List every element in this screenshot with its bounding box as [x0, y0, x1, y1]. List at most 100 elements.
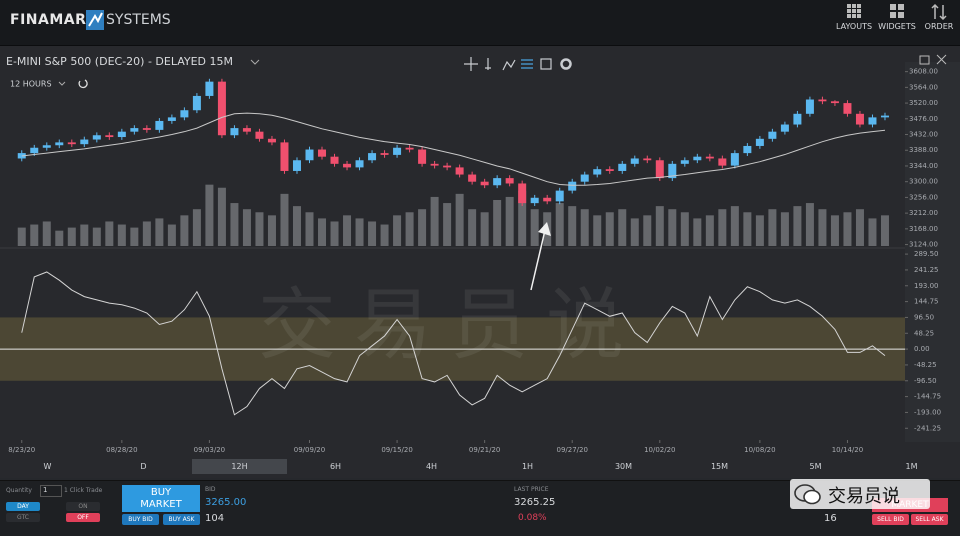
y-tick-label: 3476.00 [909, 115, 938, 123]
oscillator-line [21, 271, 886, 416]
brand: FINAMARK [10, 12, 98, 28]
candle-body [393, 147, 402, 155]
candle-body [318, 149, 327, 157]
menu-widgets[interactable]: WIDGETS [878, 22, 916, 31]
pin-tool[interactable] [485, 58, 491, 70]
crosshair-tool[interactable] [464, 57, 478, 71]
timeframe-button[interactable]: 15M [710, 462, 729, 471]
timeframe-button[interactable]: 12H [192, 459, 287, 474]
layers-tool[interactable] [521, 59, 533, 69]
candle-body [830, 101, 839, 104]
moving-average [21, 112, 886, 186]
buy-line2: MARKET [140, 499, 182, 510]
candle-body [693, 156, 702, 161]
volume-bar [418, 209, 427, 246]
line-tool[interactable] [502, 59, 516, 71]
volume-bar [130, 227, 139, 246]
bid-price: 3265.00 [205, 497, 247, 508]
candle-body [818, 99, 827, 102]
volume-bar [793, 206, 802, 246]
window-icon[interactable] [919, 55, 930, 65]
sell-ask-button[interactable]: SELL ASK [911, 514, 948, 525]
draw-tool[interactable] [540, 58, 552, 70]
settings-tool[interactable] [560, 58, 572, 70]
candle-body [42, 145, 51, 148]
volume-bar [555, 203, 564, 246]
volume-bar [80, 224, 89, 246]
chart-background [0, 46, 960, 478]
candle-body [543, 197, 552, 202]
candle-body [480, 181, 489, 186]
wechat-badge: 交易员说 [790, 479, 930, 509]
candle-body [67, 142, 76, 145]
gtc-toggle[interactable]: GTC [6, 513, 40, 522]
candle-body [780, 124, 789, 132]
ask-size: 16 [824, 513, 837, 524]
volume-bar [518, 190, 527, 246]
volume-bar [705, 215, 714, 246]
menu-order[interactable]: ORDER [924, 22, 954, 31]
y-tick-label: 3608.00 [909, 68, 938, 76]
order-icon[interactable] [931, 3, 947, 21]
timeframe-button[interactable]: 30M [614, 462, 633, 471]
y-tick-label: 193.00 [914, 282, 939, 290]
timeframe-button[interactable]: W [43, 462, 52, 471]
candle-body [793, 113, 802, 125]
annotation-arrowhead [538, 222, 551, 236]
candle-body [92, 135, 101, 140]
candle-body [468, 174, 477, 182]
timeframe-button[interactable]: D [140, 462, 147, 471]
volume-bar [805, 203, 814, 246]
volume-bar [643, 215, 652, 246]
volume-bar [468, 209, 477, 246]
buy-bid-button[interactable]: BUY BID [122, 514, 159, 525]
y-tick-label: 3344.00 [909, 162, 938, 170]
volume-bar [455, 193, 464, 246]
candle-body [705, 156, 714, 159]
title-dropdown[interactable] [250, 59, 260, 65]
widgets-icon[interactable] [889, 3, 905, 21]
sell-bid-button[interactable]: SELL BID [872, 514, 909, 525]
buy-ask-button[interactable]: BUY ASK [163, 514, 200, 525]
volume-bar [330, 221, 339, 246]
on-toggle[interactable]: ON [66, 502, 100, 511]
refresh-icon[interactable] [78, 79, 88, 89]
close-icon[interactable] [936, 54, 947, 65]
bid-size: 104 [205, 513, 225, 524]
timeframe-button[interactable]: 6H [329, 462, 342, 471]
candle-body [618, 163, 627, 171]
volume-bar [30, 224, 39, 246]
timeframe-button[interactable]: 1H [521, 462, 534, 471]
volume-bar [480, 212, 489, 246]
volume-bar [430, 196, 439, 246]
candle-body [580, 174, 589, 182]
timeframe-bar: W D 12H 6H 4H 1H 30M 15M 5M 1M [0, 459, 960, 474]
quantity-select[interactable]: 1 [40, 485, 62, 497]
annotation-arrow [530, 225, 547, 291]
layouts-icon[interactable] [846, 3, 862, 21]
x-tick-label: 08/28/20 [106, 446, 137, 454]
y-tick-label: -48.25 [914, 361, 937, 369]
timeframe-button[interactable]: 5M [809, 462, 822, 471]
off-toggle[interactable]: OFF [66, 513, 100, 522]
volume-bar [117, 224, 126, 246]
buy-market-button[interactable]: BUY MARKET [122, 485, 200, 512]
candle-body [242, 128, 251, 132]
buy-line1: BUY [150, 487, 172, 498]
timeframe-button[interactable]: 1M [905, 462, 918, 471]
candle-body [380, 153, 389, 155]
y-tick-label: 48.25 [914, 329, 934, 337]
volume-bar [92, 227, 101, 246]
volume-bar [618, 209, 627, 246]
candle-body [430, 163, 439, 166]
candle-body [680, 160, 689, 164]
menu-layouts[interactable]: LAYOUTS [835, 22, 873, 31]
day-toggle[interactable]: DAY [6, 502, 40, 511]
volume-bar [242, 209, 251, 246]
interval[interactable]: 12 HOURS [10, 80, 52, 89]
quantity-label: Quantity [6, 487, 32, 494]
volume-bar [368, 221, 377, 246]
candle-body [167, 117, 176, 121]
timeframe-button[interactable]: 4H [425, 462, 438, 471]
interval-dropdown[interactable] [58, 81, 66, 86]
